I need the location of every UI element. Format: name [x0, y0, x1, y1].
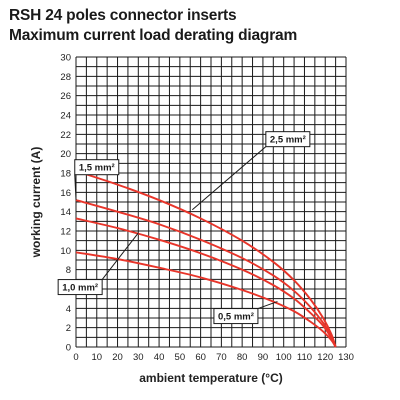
annotation-box [213, 308, 259, 325]
y-tick-label: 4 [66, 304, 71, 315]
annotation-leader-line [257, 301, 278, 310]
series-lines [75, 170, 337, 348]
x-tick-label: 0 [73, 352, 78, 363]
y-tick-label: 18 [60, 169, 71, 180]
annotation-box [265, 131, 311, 148]
y-tick-labels: 024681012141618202224262830 [60, 53, 71, 354]
annotation-leader-line [101, 232, 139, 280]
series-line-3 [75, 217, 337, 348]
y-tick-label: 24 [60, 111, 71, 122]
x-tick-label: 40 [154, 352, 165, 363]
x-tick-label: 100 [276, 352, 292, 363]
y-axis-label: working current (A) [29, 147, 43, 259]
y-tick-label: 10 [60, 246, 71, 257]
x-tick-label: 120 [317, 352, 333, 363]
x-tick-label: 30 [133, 352, 144, 363]
page-subtitle: Maximum current load derating diagram [9, 27, 298, 44]
annotation-label: 2,5 mm² [270, 135, 306, 146]
x-tick-label: 90 [258, 352, 269, 363]
annotation-leader-line [74, 174, 77, 201]
annotation-label: 1,0 mm² [62, 283, 98, 294]
y-tick-label: 14 [60, 207, 71, 218]
y-tick-label: 28 [60, 72, 71, 83]
page-title: RSH 24 poles connector inserts [9, 7, 237, 24]
x-tick-label: 10 [91, 352, 102, 363]
y-tick-label: 26 [60, 91, 71, 102]
x-tick-label: 60 [195, 352, 206, 363]
y-tick-label: 0 [66, 343, 71, 354]
y-tick-label: 8 [66, 265, 71, 276]
annotation-leader-line [191, 146, 267, 211]
x-tick-label: 70 [216, 352, 227, 363]
annotation-label: 0,5 mm² [218, 312, 254, 323]
x-tick-label: 50 [175, 352, 186, 363]
annotation-label: 1,5 mm² [79, 163, 115, 174]
y-tick-label: 2 [66, 323, 71, 334]
series-line-1 [75, 170, 337, 348]
annotations: 2,5 mm² 1,5 mm² 1,0 mm² 0,5 mm² [57, 131, 311, 325]
x-tick-label: 20 [112, 352, 123, 363]
grid [75, 56, 347, 348]
series-line-2 [75, 199, 337, 348]
y-tick-label: 20 [60, 149, 71, 160]
series-line-4 [75, 251, 337, 348]
y-tick-label: 16 [60, 188, 71, 199]
y-tick-label: 12 [60, 227, 71, 238]
x-tick-label: 110 [297, 352, 312, 363]
annotation-box [57, 279, 103, 296]
y-tick-label: 30 [60, 53, 71, 64]
x-tick-label: 80 [237, 352, 248, 363]
x-axis-label: ambient temperature (°C) [139, 371, 283, 385]
x-tick-label: 130 [338, 352, 354, 363]
annotation-box [74, 159, 120, 176]
y-tick-label: 22 [60, 130, 71, 141]
x-tick-labels: 0 10 20 30 40 50 60 70 80 90 100 110 120 130 [73, 352, 354, 363]
